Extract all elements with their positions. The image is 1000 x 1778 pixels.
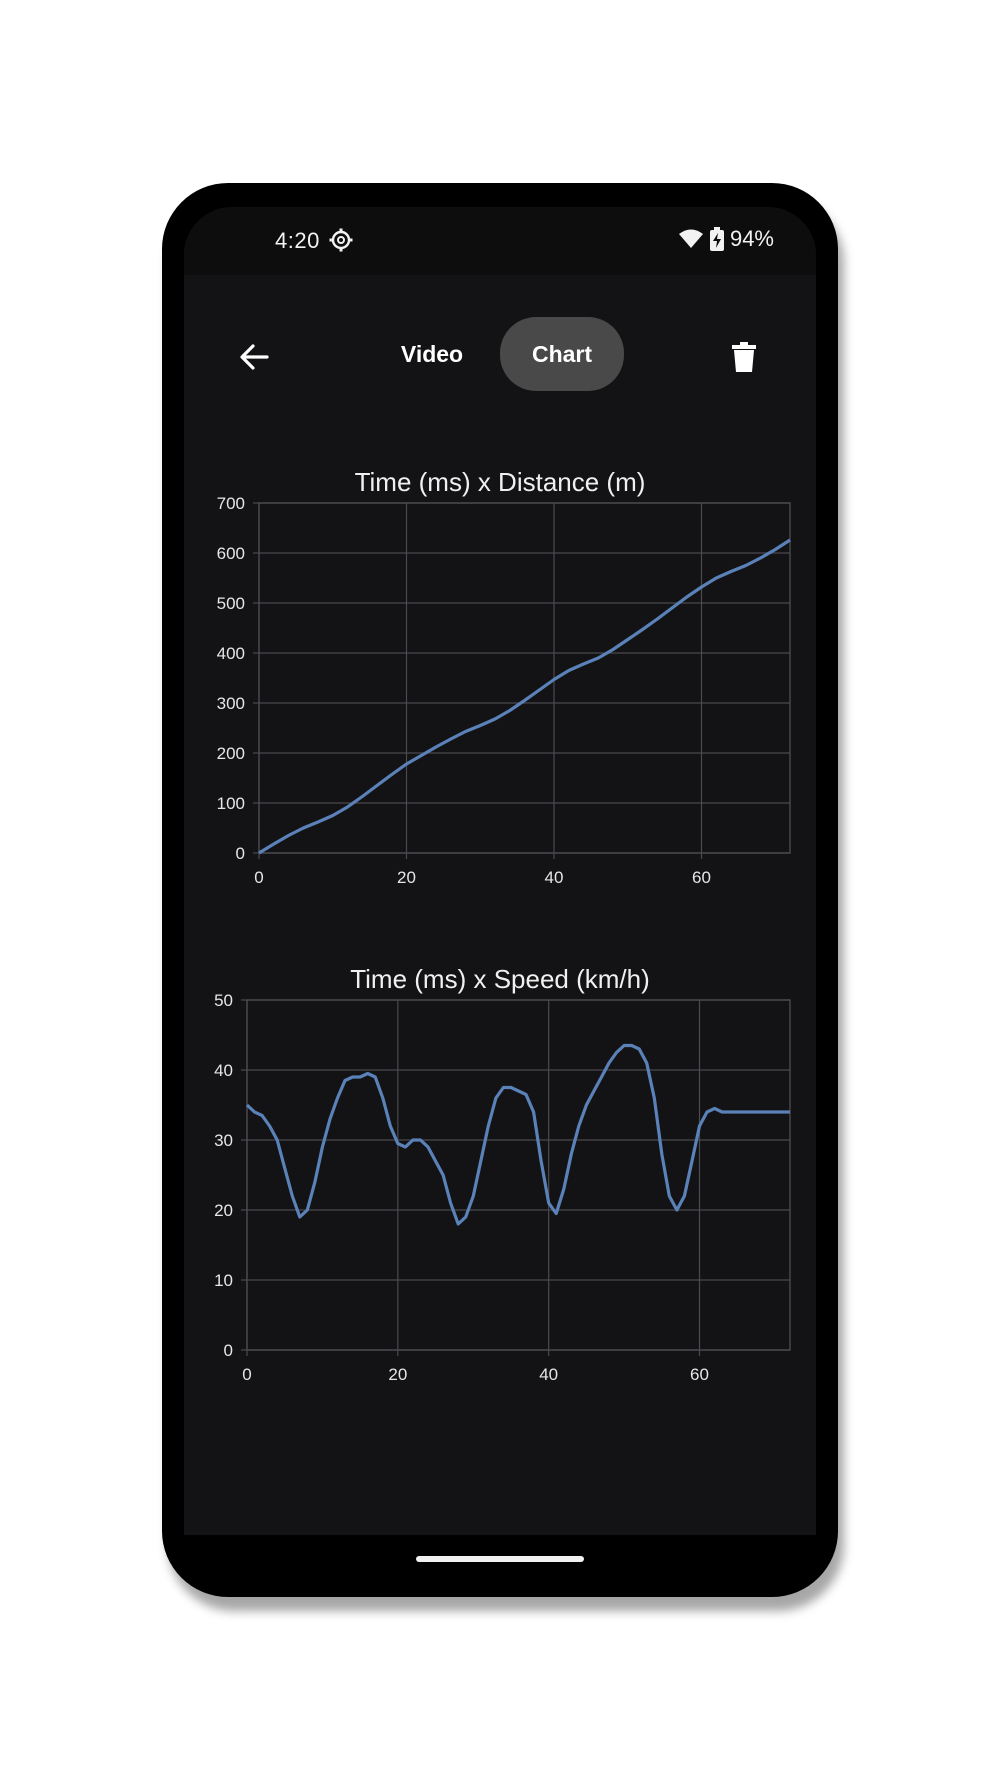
chart-title: Time (ms) x Speed (km/h) bbox=[350, 964, 650, 994]
app-screen: 4:20 94% bbox=[184, 207, 816, 1535]
x-tick-label: 40 bbox=[545, 868, 564, 887]
y-tick-label: 20 bbox=[214, 1201, 233, 1220]
x-tick-label: 40 bbox=[539, 1365, 558, 1384]
wifi-icon bbox=[678, 229, 703, 248]
battery-percent: 94% bbox=[729, 226, 774, 251]
home-indicator[interactable] bbox=[416, 1556, 584, 1562]
x-tick-label: 0 bbox=[242, 1365, 251, 1384]
x-tick-label: 20 bbox=[397, 868, 416, 887]
y-tick-label: 40 bbox=[214, 1061, 233, 1080]
top-toolbar: Video Chart bbox=[184, 317, 816, 397]
speed-chart: Time (ms) x Speed (km/h) 0 20 40 60 0 10 20 30 4… bbox=[184, 964, 816, 1384]
x-tick-label: 20 bbox=[388, 1365, 407, 1384]
y-tick-label: 0 bbox=[236, 844, 245, 863]
phone-frame: 4:20 94% bbox=[162, 183, 838, 1597]
delete-button[interactable] bbox=[724, 337, 764, 377]
x-tick-label: 60 bbox=[692, 868, 711, 887]
y-tick-label: 500 bbox=[217, 594, 245, 613]
y-tick-label: 50 bbox=[214, 991, 233, 1010]
status-time: 4:20 bbox=[275, 228, 320, 253]
y-tick-label: 10 bbox=[214, 1271, 233, 1290]
distance-chart: Time (ms) x Distance (m) 0 20 40 60 0 100 200 3… bbox=[184, 467, 816, 887]
series-line bbox=[245, 1043, 790, 1226]
y-tick-label: 700 bbox=[217, 494, 245, 513]
settings-gear-icon bbox=[329, 228, 353, 252]
x-tick-label: 0 bbox=[254, 868, 263, 887]
plot-frame bbox=[246, 999, 791, 1351]
y-tick-label: 600 bbox=[217, 544, 245, 563]
y-tick-label: 0 bbox=[224, 1341, 233, 1360]
trash-icon bbox=[732, 342, 756, 372]
y-tick-label: 400 bbox=[217, 644, 245, 663]
x-tick-label: 60 bbox=[690, 1365, 709, 1384]
tab-chart[interactable]: Chart bbox=[500, 317, 624, 391]
status-bar: 4:20 94% bbox=[184, 207, 816, 275]
navigation-bar bbox=[162, 1535, 838, 1597]
battery-charging-icon bbox=[709, 227, 724, 251]
arrow-left-icon bbox=[240, 344, 269, 370]
y-tick-label: 30 bbox=[214, 1131, 233, 1150]
series-line bbox=[258, 538, 791, 855]
y-tick-label: 200 bbox=[217, 744, 245, 763]
tab-video[interactable]: Video bbox=[400, 341, 464, 367]
back-button[interactable] bbox=[234, 337, 274, 377]
y-tick-label: 100 bbox=[217, 794, 245, 813]
chart-title: Time (ms) x Distance (m) bbox=[354, 467, 646, 497]
status-indicators: 94% bbox=[678, 226, 774, 252]
y-tick-label: 300 bbox=[217, 694, 245, 713]
speed-chart-plot: 0 20 40 60 0 10 20 30 40 50 bbox=[214, 991, 791, 1384]
plot-frame bbox=[258, 502, 791, 854]
